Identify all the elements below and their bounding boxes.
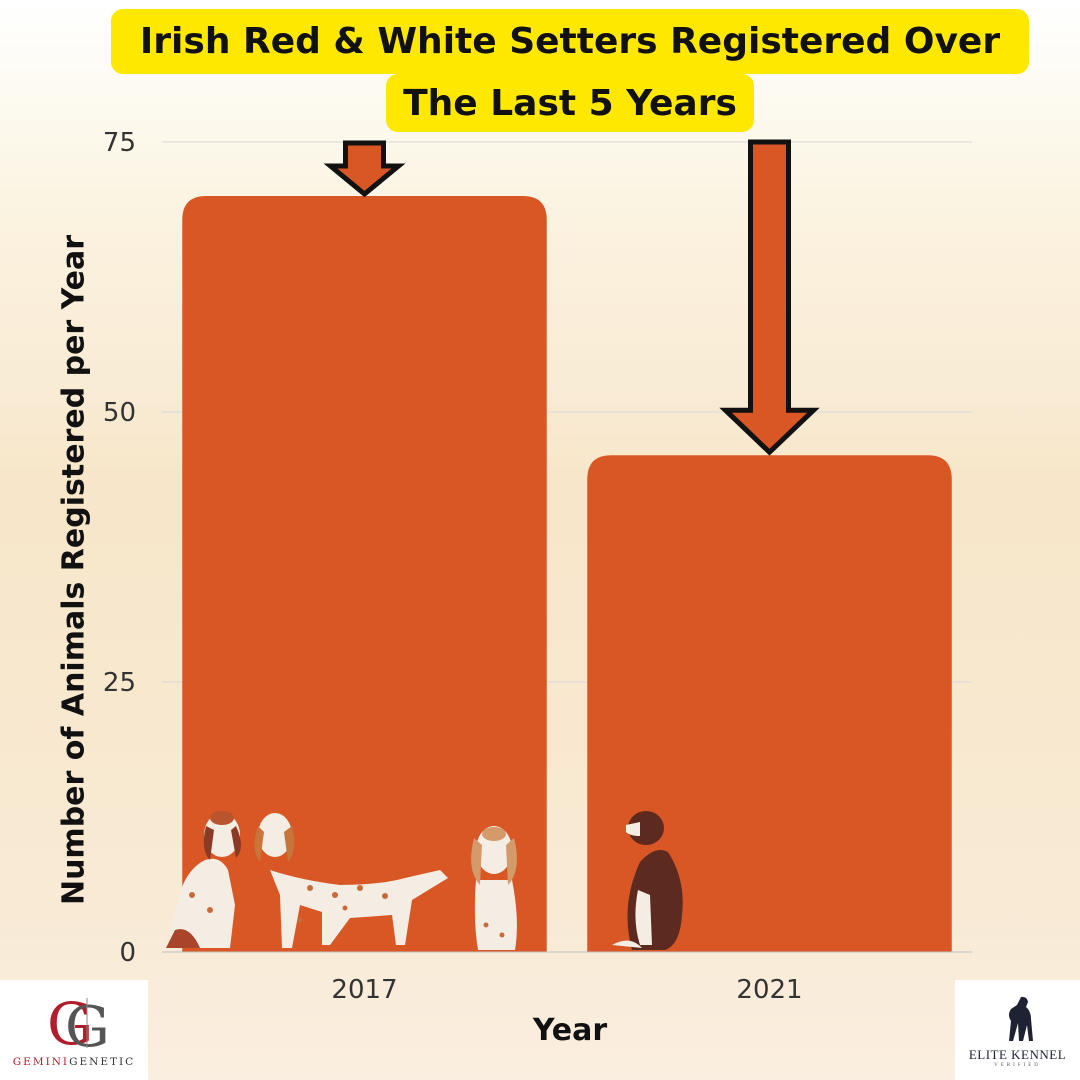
chart-title-text-1: Irish Red & White Setters Registered Ove…	[139, 21, 1001, 62]
x-tick-label-2021: 2021	[736, 975, 802, 1005]
x-tick-label-2017: 2017	[331, 975, 397, 1005]
axes: 0 25 50 75 2017 2021	[103, 128, 972, 1005]
dog-illustrations	[166, 811, 683, 950]
down-arrow-2017	[323, 140, 406, 198]
y-tick-label-25: 25	[103, 668, 136, 698]
spaniel-sitting-illustration	[612, 811, 683, 950]
chart-title-line-2: The Last 5 Years	[386, 74, 754, 132]
logo-subtext: VERIFIED	[994, 1062, 1041, 1068]
x-axis-title: Year	[532, 1013, 608, 1048]
bar-2017	[182, 196, 547, 952]
logo-text-gemini: GEMINI	[12, 1056, 70, 1068]
logo-text-genetic: GENETIC	[69, 1056, 136, 1068]
bars	[182, 196, 952, 952]
setter-standing-illustration	[254, 813, 448, 948]
bar-2021	[587, 455, 952, 952]
y-tick-label-0: 0	[119, 938, 136, 968]
annotation-arrows	[323, 139, 820, 456]
setter-sitting-left-illustration	[166, 811, 241, 948]
setter-front-facing-illustration	[471, 826, 517, 950]
elite-kennel-logo: ELITE KENNEL VERIFIED	[955, 980, 1080, 1080]
down-arrow-2021	[719, 139, 820, 456]
y-axis-title: Number of Animals Registered per Year	[57, 235, 92, 905]
y-tick-label-50: 50	[103, 398, 136, 428]
dog-silhouette-icon	[1008, 996, 1033, 1041]
chart-title-line-1: Irish Red & White Setters Registered Ove…	[111, 9, 1029, 74]
chart-title-text-2: The Last 5 Years	[403, 82, 737, 124]
logo-text-elite-kennel: ELITE KENNEL	[968, 1046, 1067, 1062]
y-tick-label-75: 75	[103, 128, 136, 158]
gg-monogram-icon: G G	[47, 992, 110, 1052]
gemini-genetics-logo: G G GEMINIGENETIC	[0, 980, 148, 1080]
svg-text:G: G	[47, 992, 93, 1052]
